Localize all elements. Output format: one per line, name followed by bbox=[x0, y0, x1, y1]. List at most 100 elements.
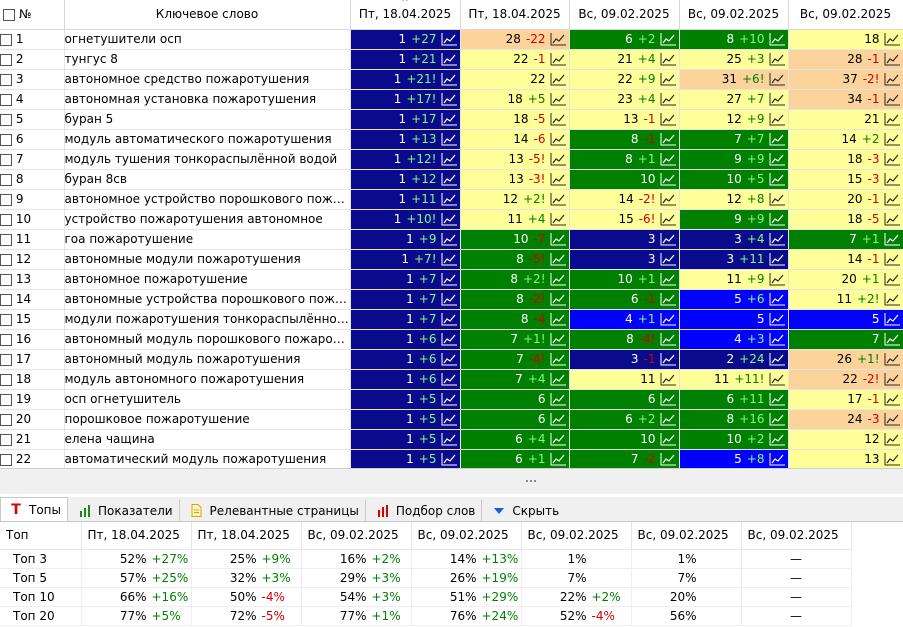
position-cell[interactable]: 11 +2! bbox=[788, 289, 903, 310]
row-checkbox[interactable] bbox=[0, 233, 12, 246]
line-chart-icon[interactable] bbox=[441, 72, 458, 86]
line-chart-icon[interactable] bbox=[769, 292, 786, 306]
tab-word-selection[interactable]: Подбор слов bbox=[367, 499, 483, 521]
position-cell[interactable]: 1 +17 bbox=[350, 109, 461, 130]
position-cell[interactable]: 1 +9 bbox=[350, 229, 461, 250]
position-cell[interactable]: 1 +27 bbox=[350, 29, 461, 50]
position-cell[interactable]: 14 -2! bbox=[569, 189, 680, 210]
table-row[interactable]: 19 осп огнетушитель 1 +5 6 6 6 +11 17 -1 bbox=[0, 389, 903, 410]
position-cell[interactable]: 22 -2! bbox=[788, 369, 903, 390]
line-chart-icon[interactable] bbox=[550, 52, 567, 66]
position-cell[interactable]: 7 +7 bbox=[679, 129, 789, 150]
select-all-header[interactable]: № bbox=[0, 0, 65, 30]
line-chart-icon[interactable] bbox=[441, 232, 458, 246]
position-cell[interactable]: 6 bbox=[460, 389, 570, 410]
line-chart-icon[interactable] bbox=[660, 452, 677, 466]
position-cell[interactable]: 7 bbox=[788, 329, 903, 350]
tops-date-header[interactable]: Вс, 09.02.2025 bbox=[521, 522, 632, 550]
tops-date-header[interactable]: Вс, 09.02.2025 bbox=[411, 522, 522, 550]
row-select-cell[interactable]: 6 bbox=[0, 129, 65, 150]
position-cell[interactable]: 9 +9 bbox=[679, 149, 789, 170]
line-chart-icon[interactable] bbox=[769, 172, 786, 186]
date-column-header[interactable]: Вс, 09.02.2025 bbox=[788, 0, 903, 30]
line-chart-icon[interactable] bbox=[769, 432, 786, 446]
position-cell[interactable]: 7 -4! bbox=[460, 349, 570, 370]
splitter-grip-icon[interactable] bbox=[526, 471, 542, 482]
line-chart-icon[interactable] bbox=[660, 192, 677, 206]
table-row[interactable]: 11 гоа пожаротушение 1 +9 10 -7 3 3 +4 7 +1 bbox=[0, 229, 903, 250]
row-checkbox[interactable] bbox=[0, 73, 12, 86]
line-chart-icon[interactable] bbox=[660, 112, 677, 126]
tops-row[interactable]: Топ 5 57% +25% 32% +3% 29% +3% 26% +19% 7% 7% — bbox=[0, 568, 852, 588]
line-chart-icon[interactable] bbox=[550, 232, 567, 246]
table-row[interactable]: 8 буран 8св 1 +12 13 -3! 10 10 +5 15 -3 bbox=[0, 169, 903, 190]
position-cell[interactable]: 20 +1 bbox=[788, 269, 903, 290]
position-cell[interactable]: 1 +5 bbox=[350, 449, 461, 468]
row-checkbox[interactable] bbox=[0, 93, 12, 106]
line-chart-icon[interactable] bbox=[769, 112, 786, 126]
position-cell[interactable]: 21 bbox=[788, 109, 903, 130]
row-select-cell[interactable]: 4 bbox=[0, 89, 65, 110]
row-select-cell[interactable]: 9 bbox=[0, 189, 65, 210]
position-cell[interactable]: 6 +2 bbox=[569, 29, 680, 50]
position-cell[interactable]: 37 -2! bbox=[788, 69, 903, 90]
row-select-cell[interactable]: 1 bbox=[0, 29, 65, 50]
row-select-cell[interactable]: 16 bbox=[0, 329, 65, 350]
row-checkbox[interactable] bbox=[0, 113, 12, 126]
line-chart-icon[interactable] bbox=[884, 72, 901, 86]
position-cell[interactable]: 1 +21 bbox=[350, 49, 461, 70]
line-chart-icon[interactable] bbox=[660, 312, 677, 326]
position-cell[interactable]: 1 +5 bbox=[350, 389, 461, 410]
line-chart-icon[interactable] bbox=[550, 392, 567, 406]
position-cell[interactable]: 3 -1 bbox=[569, 349, 680, 370]
row-checkbox[interactable] bbox=[0, 33, 12, 46]
position-cell[interactable]: 3 bbox=[569, 249, 680, 270]
line-chart-icon[interactable] bbox=[769, 72, 786, 86]
line-chart-icon[interactable] bbox=[550, 72, 567, 86]
row-select-cell[interactable]: 14 bbox=[0, 289, 65, 310]
position-cell[interactable]: 23 +4 bbox=[569, 89, 680, 110]
line-chart-icon[interactable] bbox=[884, 372, 901, 386]
row-select-cell[interactable]: 21 bbox=[0, 429, 65, 450]
position-cell[interactable]: 5 bbox=[679, 309, 789, 330]
position-cell[interactable]: 6 +2 bbox=[569, 409, 680, 430]
line-chart-icon[interactable] bbox=[660, 432, 677, 446]
keyword-cell[interactable]: тунгус 8 bbox=[64, 49, 351, 70]
position-cell[interactable]: 14 +2 bbox=[788, 129, 903, 150]
position-cell[interactable]: 1 +17! bbox=[350, 89, 461, 110]
line-chart-icon[interactable] bbox=[769, 452, 786, 466]
line-chart-icon[interactable] bbox=[441, 112, 458, 126]
row-checkbox[interactable] bbox=[0, 433, 12, 446]
line-chart-icon[interactable] bbox=[550, 92, 567, 106]
position-cell[interactable]: 6 +11 bbox=[679, 389, 789, 410]
line-chart-icon[interactable] bbox=[884, 152, 901, 166]
line-chart-icon[interactable] bbox=[884, 192, 901, 206]
position-cell[interactable]: 22 bbox=[460, 69, 570, 90]
line-chart-icon[interactable] bbox=[660, 212, 677, 226]
row-checkbox[interactable] bbox=[0, 173, 12, 186]
row-select-cell[interactable]: 2 bbox=[0, 49, 65, 70]
line-chart-icon[interactable] bbox=[550, 432, 567, 446]
position-cell[interactable]: 12 +9 bbox=[679, 109, 789, 130]
line-chart-icon[interactable] bbox=[884, 312, 901, 326]
position-cell[interactable]: 11 +11! bbox=[679, 369, 789, 390]
row-checkbox[interactable] bbox=[0, 133, 12, 146]
row-select-cell[interactable]: 5 bbox=[0, 109, 65, 130]
row-select-cell[interactable]: 22 bbox=[0, 449, 65, 468]
line-chart-icon[interactable] bbox=[769, 392, 786, 406]
position-cell[interactable]: 1 +6 bbox=[350, 349, 461, 370]
line-chart-icon[interactable] bbox=[884, 112, 901, 126]
row-checkbox[interactable] bbox=[0, 273, 12, 286]
tops-date-header[interactable]: Пт, 18.04.2025 bbox=[81, 522, 192, 550]
line-chart-icon[interactable] bbox=[884, 392, 901, 406]
panel-splitter[interactable] bbox=[0, 468, 903, 494]
tops-date-header[interactable]: Вс, 09.02.2025 bbox=[631, 522, 742, 550]
row-checkbox[interactable] bbox=[0, 393, 12, 406]
line-chart-icon[interactable] bbox=[441, 32, 458, 46]
date-column-header[interactable]: ^ Пт, 18.04.2025 bbox=[350, 0, 461, 30]
position-cell[interactable]: 4 +1 bbox=[569, 309, 680, 330]
position-cell[interactable]: 18 bbox=[788, 29, 903, 50]
position-cell[interactable]: 13 -5! bbox=[460, 149, 570, 170]
position-cell[interactable]: 10 +2 bbox=[679, 429, 789, 450]
line-chart-icon[interactable] bbox=[550, 292, 567, 306]
